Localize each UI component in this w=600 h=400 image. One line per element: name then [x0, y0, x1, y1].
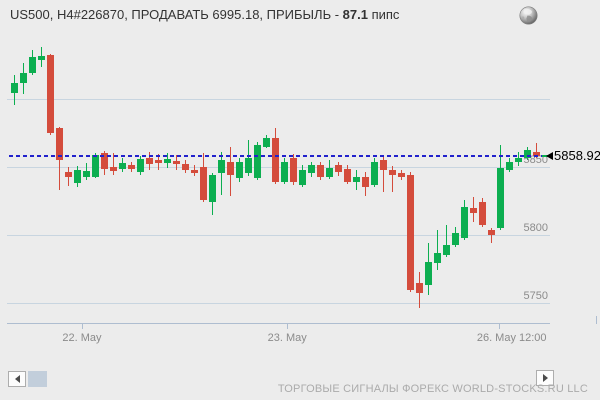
- candle-body: [74, 169, 81, 183]
- chart-title: US500, H4#226870, ПРОДАВАТЬ 6995.18, ПРИ…: [10, 7, 399, 22]
- candle-body: [110, 167, 117, 171]
- candle-body: [317, 165, 324, 177]
- candle-body: [452, 233, 459, 245]
- x-axis-tick: [498, 323, 500, 329]
- candle-body: [443, 244, 450, 255]
- candle-wick: [437, 229, 438, 270]
- chart-title-unit: пипс: [367, 7, 400, 22]
- candle-body: [209, 174, 216, 202]
- candle-body: [29, 57, 36, 73]
- candle-body: [344, 168, 351, 183]
- profit-value: 87.1: [342, 7, 368, 22]
- globe-icon[interactable]: [519, 6, 538, 25]
- candle-body: [299, 169, 306, 185]
- candle-body: [254, 144, 261, 179]
- left-triangle-icon: [14, 375, 20, 383]
- candle-body: [47, 54, 54, 133]
- candle-body: [524, 150, 531, 158]
- candle-wick: [536, 142, 537, 158]
- candle-body: [371, 161, 378, 185]
- candle-body: [398, 173, 405, 177]
- globe-icon-graphic: [519, 6, 538, 25]
- right-triangle-icon: [542, 374, 548, 382]
- candle-body: [362, 176, 369, 187]
- candle-wick: [221, 151, 222, 196]
- candle-body: [11, 82, 18, 94]
- candle-body: [479, 201, 486, 226]
- candle-body: [461, 206, 468, 238]
- candle-body: [389, 169, 396, 175]
- candle-body: [335, 165, 342, 172]
- axis-edge-tick: [596, 316, 597, 324]
- candle-body: [155, 159, 162, 164]
- candle-body: [425, 261, 432, 285]
- gridline: [7, 235, 550, 237]
- candle-body: [119, 163, 126, 169]
- gridline: [7, 303, 550, 305]
- candle-body: [290, 157, 297, 183]
- candle-body: [272, 137, 279, 183]
- candle-body: [227, 161, 234, 175]
- candle-body: [326, 167, 333, 177]
- candle-body: [245, 157, 252, 174]
- x-axis-label: 22. May: [62, 332, 102, 344]
- candle-body: [407, 174, 414, 290]
- pending-open-tick: [542, 154, 549, 157]
- candle-body: [83, 170, 90, 177]
- candle-body: [281, 162, 288, 183]
- candle-body: [218, 159, 225, 173]
- candle-body: [146, 157, 153, 164]
- price-axis-label: 5800: [523, 221, 548, 234]
- candle-body: [137, 159, 144, 172]
- x-axis-label: 23. May: [267, 332, 307, 344]
- candle-body: [164, 159, 171, 164]
- candle-body: [128, 165, 135, 169]
- scrollbar-thumb[interactable]: [28, 371, 47, 387]
- candle-body: [308, 165, 315, 174]
- candle-body: [533, 151, 540, 156]
- candle-body: [191, 169, 198, 173]
- price-axis-label: 5750: [523, 289, 548, 302]
- candle-body: [56, 127, 63, 160]
- x-axis-tick: [287, 323, 289, 329]
- scroll-right-button[interactable]: [536, 370, 554, 386]
- candle-wick: [446, 225, 447, 257]
- candle-wick: [392, 165, 393, 192]
- scroll-left-button[interactable]: [8, 371, 26, 387]
- candle-body: [434, 252, 441, 264]
- candle-body: [416, 282, 423, 294]
- candle-body: [92, 154, 99, 177]
- current-price-arrow-icon: [546, 151, 553, 160]
- watermark-text: ТОРГОВЫЕ СИГНАЛЫ ФОРЕКС WORLD-STOCKS.RU …: [277, 383, 588, 395]
- candle-body: [515, 157, 522, 162]
- candle-body: [200, 166, 207, 200]
- candle-body: [470, 208, 477, 213]
- x-axis-tick: [82, 323, 83, 329]
- candle-body: [380, 159, 387, 170]
- current-price-line: [9, 154, 546, 157]
- candle-body: [488, 229, 495, 236]
- candle-body: [182, 163, 189, 170]
- candle-body: [353, 176, 360, 183]
- candle-wick: [113, 152, 114, 175]
- chart-title-text: US500, H4#226870, ПРОДАВАТЬ 6995.18, ПРИ…: [10, 7, 343, 22]
- gridline: [7, 99, 550, 101]
- candle-body: [65, 171, 72, 177]
- candle-body: [20, 72, 27, 83]
- candle-body: [497, 167, 504, 228]
- x-axis-label: 26. May 12:00: [476, 332, 547, 344]
- x-axis-line: [7, 323, 550, 324]
- candle-body: [263, 137, 270, 147]
- candle-body: [173, 161, 180, 164]
- candle-body: [38, 55, 45, 61]
- current-price-label: 5858.92: [554, 147, 600, 163]
- candle-body: [506, 161, 513, 170]
- candle-body: [236, 162, 243, 179]
- candle-wick: [383, 157, 384, 192]
- candle-body: [101, 152, 108, 169]
